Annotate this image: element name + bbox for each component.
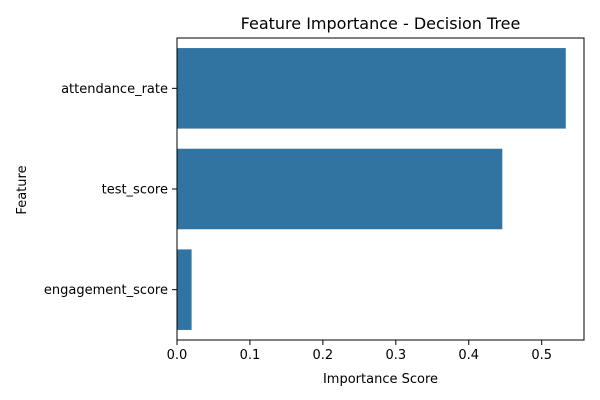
y-tick-label: attendance_rate bbox=[61, 82, 168, 97]
x-tick-label: 0.2 bbox=[313, 348, 334, 363]
chart-title: Feature Importance - Decision Tree bbox=[241, 14, 521, 33]
x-tick-label: 0.4 bbox=[458, 348, 479, 363]
bars-layer bbox=[177, 48, 566, 330]
bar-test-score bbox=[177, 148, 503, 230]
x-tick-label: 0.0 bbox=[167, 348, 188, 363]
x-tick-label: 0.5 bbox=[531, 348, 552, 363]
bar-engagement-score bbox=[177, 249, 192, 330]
plot-frame bbox=[176, 37, 585, 341]
x-axis-label: Importance Score bbox=[323, 372, 438, 387]
bar-attendance-rate bbox=[177, 48, 566, 129]
x-tick-label: 0.3 bbox=[385, 348, 406, 363]
y-tick-label: test_score bbox=[102, 183, 168, 198]
x-tick-label: 0.1 bbox=[240, 348, 261, 363]
y-axis-label: Feature bbox=[15, 165, 30, 214]
axes-layer: attendance_rate test_score engagement_scor… bbox=[44, 37, 585, 363]
y-tick-label: engagement_score bbox=[44, 283, 168, 298]
